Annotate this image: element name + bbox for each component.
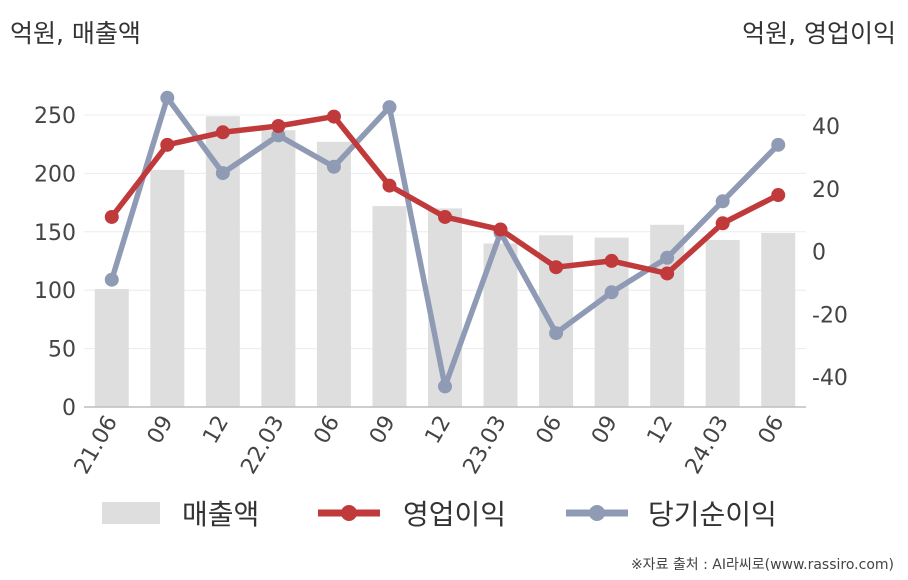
data-point	[104, 209, 119, 224]
data-point	[660, 250, 675, 265]
data-point	[215, 125, 230, 140]
x-tick-label: 06	[754, 412, 790, 449]
legend-label: 당기순이익	[648, 498, 777, 531]
data-point	[104, 272, 119, 287]
x-tick-label: 22.03	[236, 412, 289, 479]
data-point	[493, 222, 508, 237]
x-tick-label: 12	[198, 412, 234, 449]
data-point	[604, 253, 619, 268]
legend-label: 영업이익	[403, 498, 506, 531]
y-tick-label: 250	[34, 104, 76, 129]
legend-item: 매출액	[102, 498, 259, 531]
bar	[316, 141, 351, 407]
legend-item: 당기순이익	[566, 498, 777, 531]
series-operating-profit	[104, 109, 786, 281]
y2-tick-label: -20	[812, 303, 848, 328]
data-point	[382, 100, 397, 115]
x-tick-label: 09	[587, 412, 623, 449]
legend: 매출액 영업이익 당기순이익	[102, 498, 777, 531]
data-point	[604, 285, 619, 300]
y-tick-label: 50	[48, 338, 76, 363]
bar	[761, 232, 796, 407]
legend-marker	[589, 505, 605, 521]
data-point	[326, 159, 341, 174]
legend-marker	[341, 505, 357, 521]
line-series	[104, 90, 786, 394]
y-tick-label: 150	[34, 221, 76, 246]
y-axis-right-ticks: -40 -20 0 20 40	[812, 115, 848, 391]
legend-item: 영업이익	[318, 498, 506, 531]
right-axis-title: 억원, 영업이익	[742, 19, 896, 48]
y-tick-label: 200	[34, 162, 76, 187]
data-point	[271, 119, 286, 133]
data-point	[549, 326, 564, 341]
x-tick-label: 12	[643, 412, 679, 449]
data-point	[438, 209, 452, 224]
data-point	[771, 137, 786, 152]
data-point	[215, 166, 230, 181]
data-point	[160, 90, 175, 105]
y2-tick-label: -40	[812, 366, 848, 391]
legend-label: 매출액	[182, 498, 259, 531]
data-point	[438, 379, 452, 394]
data-point	[771, 188, 786, 203]
x-tick-label: 24.03	[681, 412, 734, 479]
data-point	[715, 194, 730, 209]
x-tick-label: 06	[532, 412, 568, 449]
x-tick-label: 09	[365, 412, 401, 449]
y2-tick-label: 20	[812, 178, 840, 203]
x-tick-label: 12	[421, 412, 457, 449]
data-point	[382, 178, 397, 193]
legend-swatch	[102, 502, 160, 524]
y2-tick-label: 0	[812, 241, 826, 266]
x-tick-label: 23.03	[459, 412, 512, 479]
x-tick-label: 09	[143, 412, 179, 449]
bar	[372, 206, 407, 407]
data-point	[160, 137, 175, 152]
y-tick-label: 100	[34, 279, 76, 304]
source-note: ※자료 출처 : AI라씨로(www.rassiro.com)	[630, 557, 894, 573]
data-point	[660, 266, 675, 281]
data-point	[715, 216, 730, 231]
y-tick-label: 0	[62, 396, 76, 421]
data-point	[549, 260, 564, 275]
left-axis-title: 억원, 매출액	[10, 19, 141, 48]
y-axis-left-ticks: 0 50 100 150 200 250	[34, 104, 76, 421]
series-net-income	[104, 90, 786, 394]
bar-series	[94, 116, 796, 407]
bar	[261, 130, 296, 407]
x-tick-label: 21.06	[70, 412, 123, 479]
data-point	[326, 109, 341, 124]
y2-tick-label: 40	[812, 115, 840, 140]
bar	[705, 239, 740, 407]
bar	[150, 169, 185, 407]
bar	[94, 289, 129, 407]
x-axis-ticks: 21.06 09 12 22.03 06 09 12 23.03 06 09 12 24.03 06	[70, 412, 790, 479]
x-tick-label: 06	[309, 412, 345, 449]
